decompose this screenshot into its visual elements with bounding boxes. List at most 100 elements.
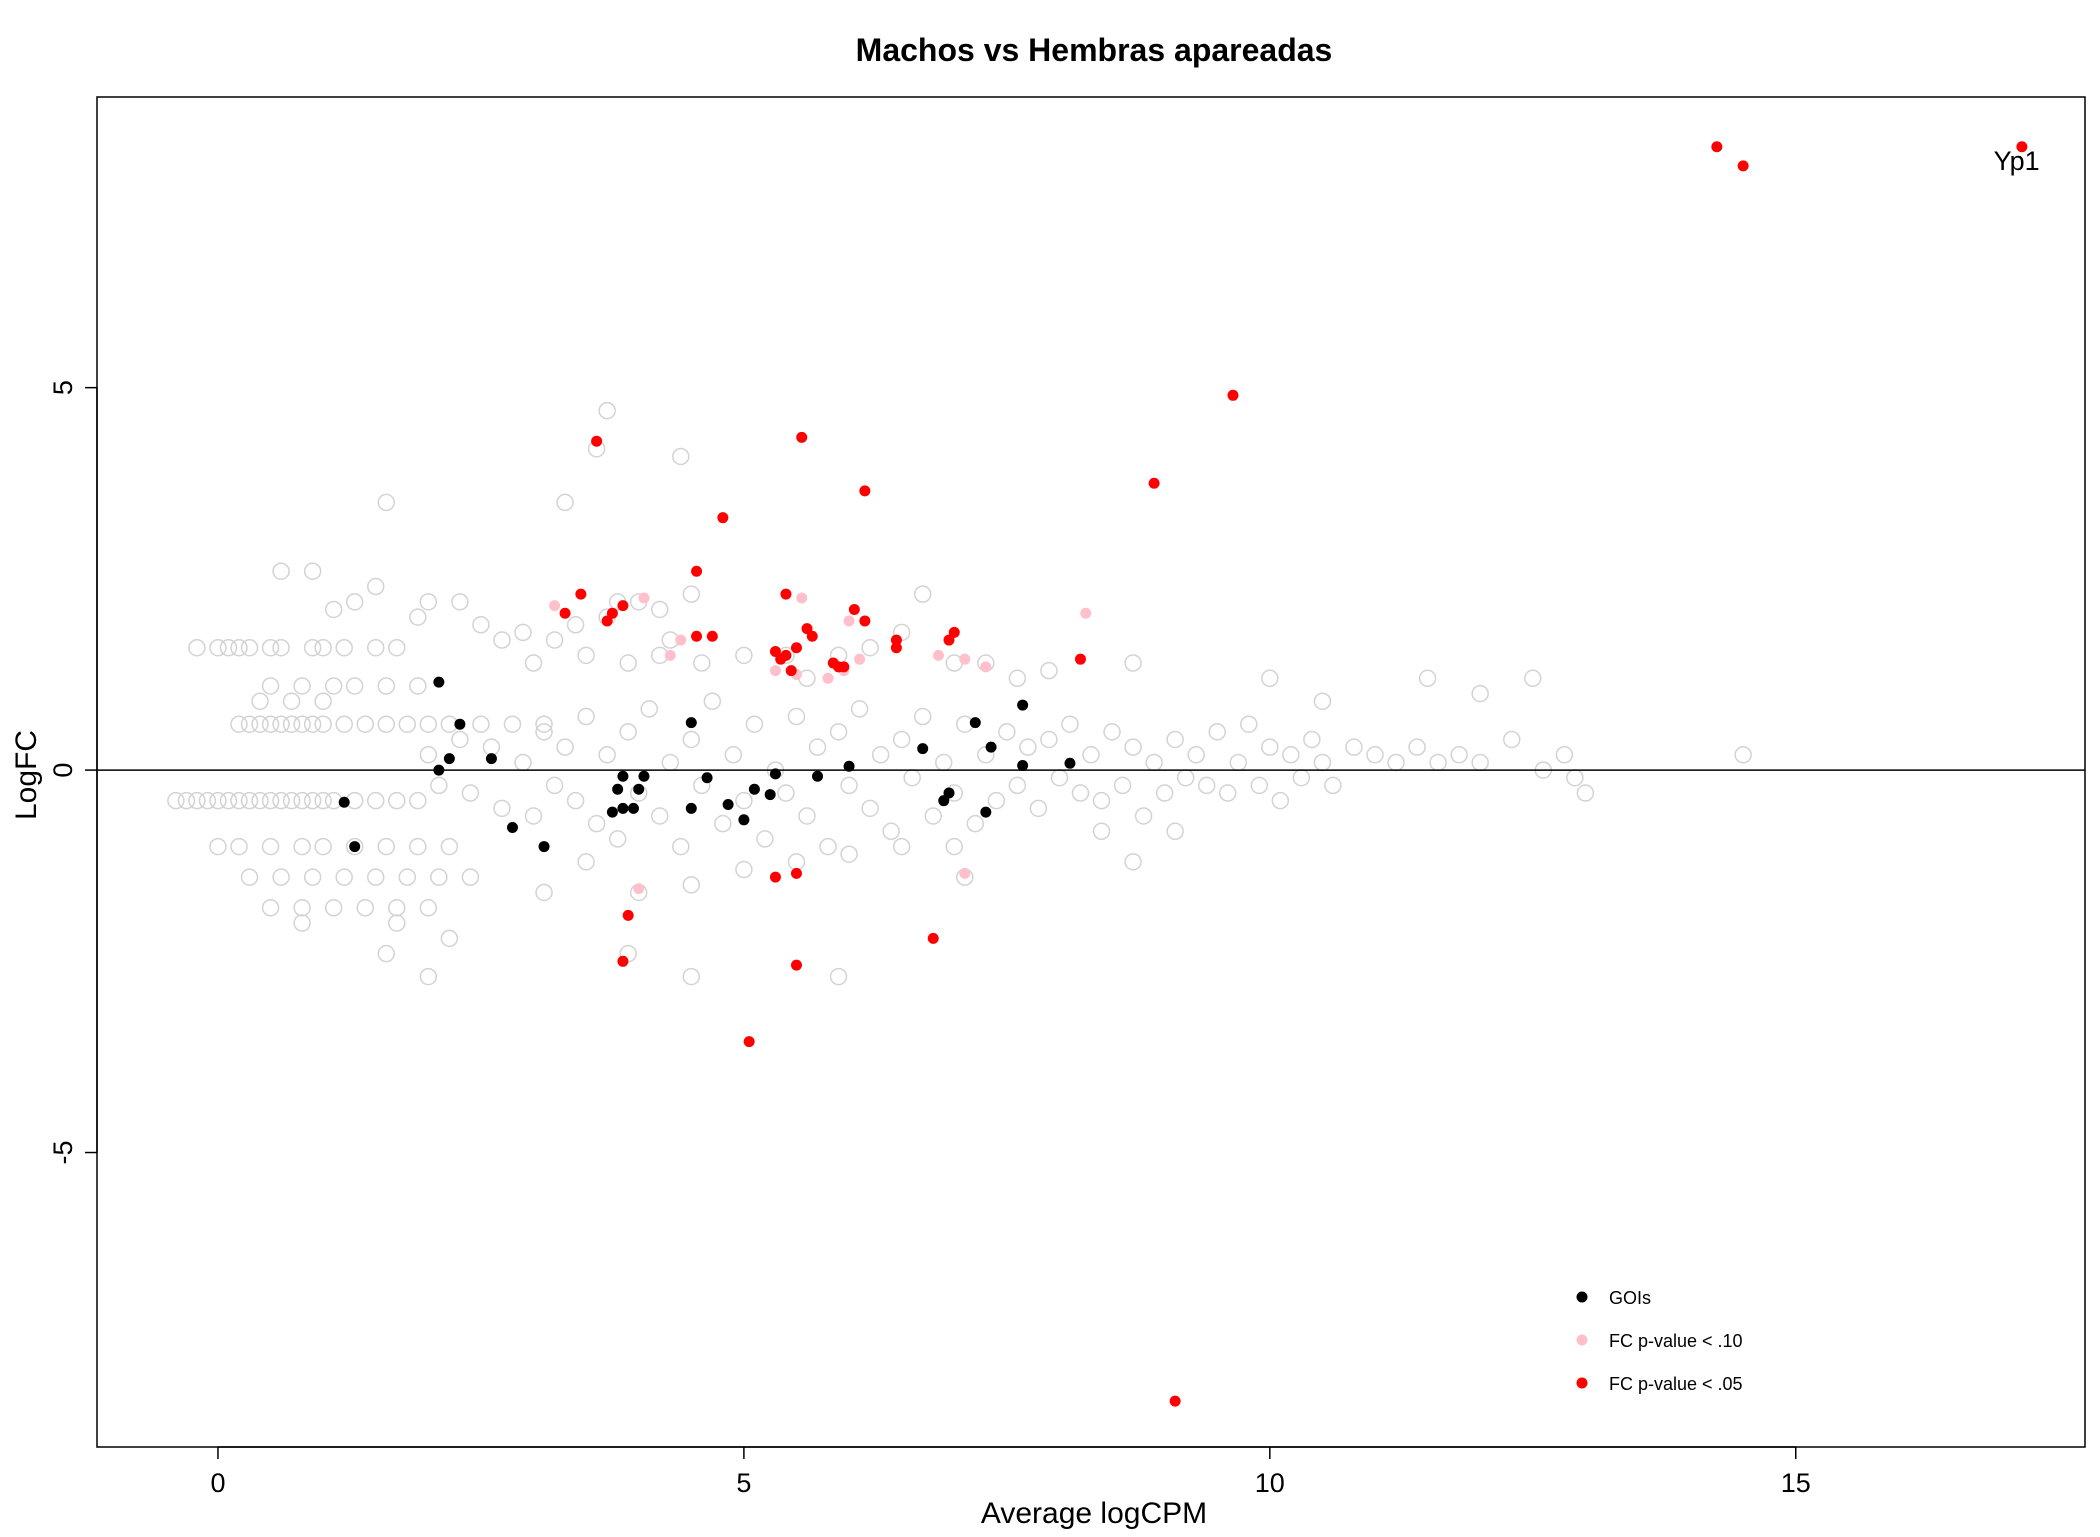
- background-gene-point: [356, 899, 374, 917]
- gene-point: [769, 646, 781, 658]
- gene-point: [780, 588, 792, 600]
- background-gene-point: [798, 807, 816, 825]
- background-gene-point: [251, 715, 269, 733]
- background-gene-point: [219, 791, 238, 810]
- gene-point: [748, 783, 760, 795]
- background-gene-point: [1282, 746, 1300, 764]
- background-gene-point: [366, 638, 385, 657]
- background-gene-point: [461, 784, 480, 802]
- background-gene-point: [966, 814, 985, 833]
- gene-point: [591, 435, 603, 447]
- background-gene-point: [430, 776, 448, 795]
- background-gene-point: [314, 638, 332, 657]
- gene-point: [538, 841, 550, 853]
- background-gene-point: [388, 638, 406, 657]
- gene-point: [1074, 653, 1086, 665]
- background-gene-point: [598, 746, 616, 764]
- background-gene-point: [293, 791, 311, 810]
- background-gene-point: [1450, 746, 1468, 764]
- background-gene-point: [735, 860, 753, 879]
- chart-title: Machos vs Hembras apareadas: [856, 32, 1333, 68]
- gene-point: [943, 634, 955, 646]
- x-tick-label: 5: [736, 1468, 751, 1498]
- background-gene-point: [377, 493, 396, 512]
- background-gene-point: [251, 692, 269, 710]
- gene-point: [617, 770, 629, 782]
- background-gene-point: [209, 791, 227, 810]
- background-gene-point: [335, 715, 353, 733]
- background-gene-point: [356, 715, 374, 733]
- background-gene-point: [892, 730, 911, 749]
- background-gene-point: [535, 883, 553, 902]
- gene-point: [617, 600, 629, 612]
- background-gene-point: [598, 401, 616, 420]
- background-gene-point: [419, 593, 438, 611]
- background-gene-point: [1271, 791, 1290, 810]
- background-gene-point: [819, 837, 837, 856]
- background-gene-point: [861, 638, 879, 657]
- gene-point: [775, 653, 787, 665]
- background-gene-point: [493, 631, 511, 649]
- background-gene-point: [1471, 684, 1489, 703]
- background-gene-point: [587, 814, 606, 833]
- gene-point: [1711, 141, 1723, 153]
- gene-point: [1227, 389, 1239, 401]
- gene-point: [932, 649, 944, 661]
- gene-point: [859, 615, 871, 627]
- background-gene-point: [419, 967, 438, 986]
- background-gene-point: [324, 677, 343, 695]
- background-gene-point: [1240, 715, 1258, 733]
- gene-point: [1148, 477, 1160, 489]
- background-gene-point: [545, 776, 564, 795]
- background-gene-point: [272, 562, 290, 580]
- gene-point: [701, 772, 713, 784]
- gene-point: [843, 615, 855, 627]
- gene-point: [959, 653, 971, 665]
- background-gene-point: [303, 868, 322, 886]
- background-gene-point: [640, 700, 658, 718]
- gene-point: [943, 787, 955, 799]
- background-gene-point: [1261, 669, 1279, 688]
- y-tick-label: -5: [48, 1141, 78, 1165]
- background-gene-point: [1113, 776, 1132, 795]
- background-gene-point: [272, 638, 290, 657]
- background-gene-point: [366, 577, 385, 596]
- x-tick-label: 10: [1255, 1468, 1285, 1498]
- background-gene-point: [577, 853, 595, 871]
- background-gene-point: [493, 799, 511, 818]
- background-gene-point: [388, 914, 406, 932]
- background-gene-point: [945, 837, 964, 856]
- background-gene-point: [682, 876, 701, 894]
- background-gene-point: [672, 447, 690, 466]
- background-gene-point: [440, 929, 459, 948]
- background-gene-point: [430, 868, 448, 886]
- gene-point: [790, 867, 802, 879]
- gene-point: [1169, 1395, 1181, 1407]
- gene-point: [606, 607, 618, 619]
- background-gene-point: [650, 600, 669, 619]
- gene-point: [443, 753, 455, 765]
- gene-point: [685, 717, 697, 729]
- background-gene-point: [861, 799, 879, 818]
- background-gene-point: [650, 807, 669, 825]
- point-annotation-label: Yp1: [1994, 146, 2040, 176]
- gene-point: [790, 642, 802, 654]
- gene-point: [612, 783, 624, 795]
- background-gene-point: [1408, 738, 1426, 756]
- background-gene-point: [987, 791, 1006, 810]
- legend-entry-label: FC p-value < .05: [1609, 1374, 1743, 1394]
- gene-point: [838, 661, 850, 673]
- background-gene-point: [1134, 807, 1153, 825]
- background-gene-point: [366, 791, 385, 810]
- gene-point: [549, 600, 561, 612]
- background-gene-point: [913, 585, 932, 603]
- background-gene-point: [1082, 746, 1100, 764]
- background-gene-point: [1261, 738, 1279, 756]
- gene-point: [349, 841, 361, 853]
- background-gene-point: [1502, 730, 1521, 749]
- gene-point: [848, 603, 860, 615]
- background-gene-point: [1734, 746, 1752, 764]
- background-gene-point: [188, 791, 206, 810]
- background-gene-point: [703, 692, 722, 710]
- y-axis-label: LogFC: [10, 730, 43, 820]
